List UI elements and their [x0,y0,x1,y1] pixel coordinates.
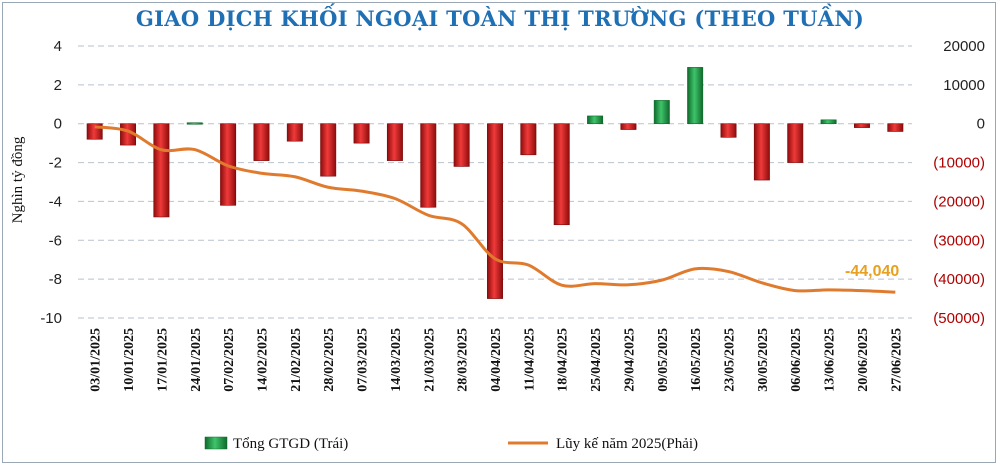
x-tick-label: 13/06/2025 [823,328,838,392]
y-right-tick-label: 10000 [943,77,985,94]
bar [620,123,637,130]
x-tick-label: 23/05/2025 [723,328,738,392]
bar [153,123,170,218]
x-tick-label: 25/04/2025 [589,328,604,392]
x-tick-label: 10/01/2025 [122,328,137,392]
bar [653,100,670,125]
x-tick-label: 28/03/2025 [456,328,471,392]
axes: 4 2 0 -2 -4 -6 -8 -10 20000 10000 0 (10000) (20000) (… [40,38,985,392]
y-right-tick-label: 20000 [943,38,985,55]
y-right-tick-label: (10000) [933,155,985,172]
legend-bar-label: Tổng GTGD (Trái) [233,436,348,452]
bar [520,123,537,156]
x-tick-label: 03/01/2025 [89,328,104,392]
bar [353,123,370,144]
legend: Tổng GTGD (Trái) Lũy kế năm 2025(Phải) [204,436,698,452]
y-right-tick-label: (30000) [933,232,985,249]
y-left-tick-label: 2 [54,77,62,94]
bar [587,115,604,125]
bar [320,123,337,177]
x-tick-label: 18/04/2025 [556,328,571,392]
legend-line-label: Lũy kế năm 2025(Phải) [556,436,698,452]
y-left-tick-label: 4 [54,38,62,55]
x-tick-label: 29/04/2025 [622,328,637,392]
x-tick-label: 28/02/2025 [322,328,337,392]
y-left-tick-label: -10 [40,310,62,327]
x-tick-label: 30/05/2025 [756,328,771,392]
bar [787,123,804,163]
x-tick-label: 11/04/2025 [522,328,537,391]
bar [453,123,470,167]
x-tick-label: 21/03/2025 [422,328,437,392]
bar [853,123,870,128]
line-series [94,125,896,294]
x-tick-label: 06/06/2025 [789,328,804,392]
bar-series [86,67,904,299]
x-tick-label: 20/06/2025 [856,328,871,392]
x-tick-label: 17/01/2025 [155,328,170,392]
x-tick-label: 16/05/2025 [689,328,704,392]
x-tick-label: 27/06/2025 [889,328,904,392]
cumulative-callout: -44,040 [845,263,899,280]
y-axis-label: Nghìn tỷ đồng [10,136,26,223]
bar [820,119,837,125]
x-tick-label: 04/04/2025 [489,328,504,392]
gridlines [78,45,912,319]
y-left-tick-label: -6 [49,232,62,249]
chart-title: GIAO DỊCH KHỐI NGOẠI TOÀN THỊ TRƯỜNG (TH… [135,6,865,31]
legend-bar-swatch [204,436,228,450]
y-left-tick-label: -8 [49,271,62,288]
y-right-tick-label: (20000) [933,193,985,210]
y-right-tick-label: (50000) [933,310,985,327]
y-left-tick-label: 0 [54,116,62,133]
bar [720,123,737,138]
bar [487,123,503,299]
bar [753,123,770,181]
bar [253,123,270,161]
cumulative-line [94,125,896,294]
y-right-tick-label: 0 [977,116,985,133]
y-left-tick-label: -4 [49,193,62,210]
bar [687,67,704,125]
bar [887,123,904,132]
x-tick-label: 21/02/2025 [289,328,304,392]
bar [420,123,437,208]
x-tick-label: 09/05/2025 [656,328,671,392]
y-left-tick-label: -2 [49,155,62,172]
bar [553,123,570,226]
x-tick-label: 07/02/2025 [222,328,237,392]
x-tick-label: 07/03/2025 [356,328,371,392]
x-tick-label: 24/01/2025 [189,328,204,392]
bar [286,123,303,142]
y-right-tick-label: (40000) [933,271,985,288]
bar [386,123,403,161]
x-tick-label: 14/03/2025 [389,328,404,392]
x-tick-label: 14/02/2025 [255,328,270,392]
bar [186,122,203,125]
